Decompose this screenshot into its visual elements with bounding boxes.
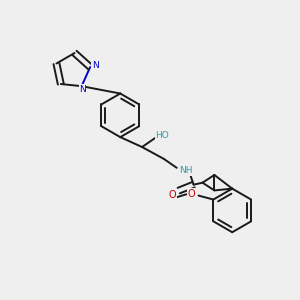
Text: NH: NH: [179, 166, 192, 175]
Text: O: O: [188, 189, 195, 199]
Text: N: N: [92, 61, 98, 70]
Text: N: N: [79, 85, 86, 94]
Text: HO: HO: [155, 130, 169, 140]
Text: O: O: [169, 190, 177, 200]
